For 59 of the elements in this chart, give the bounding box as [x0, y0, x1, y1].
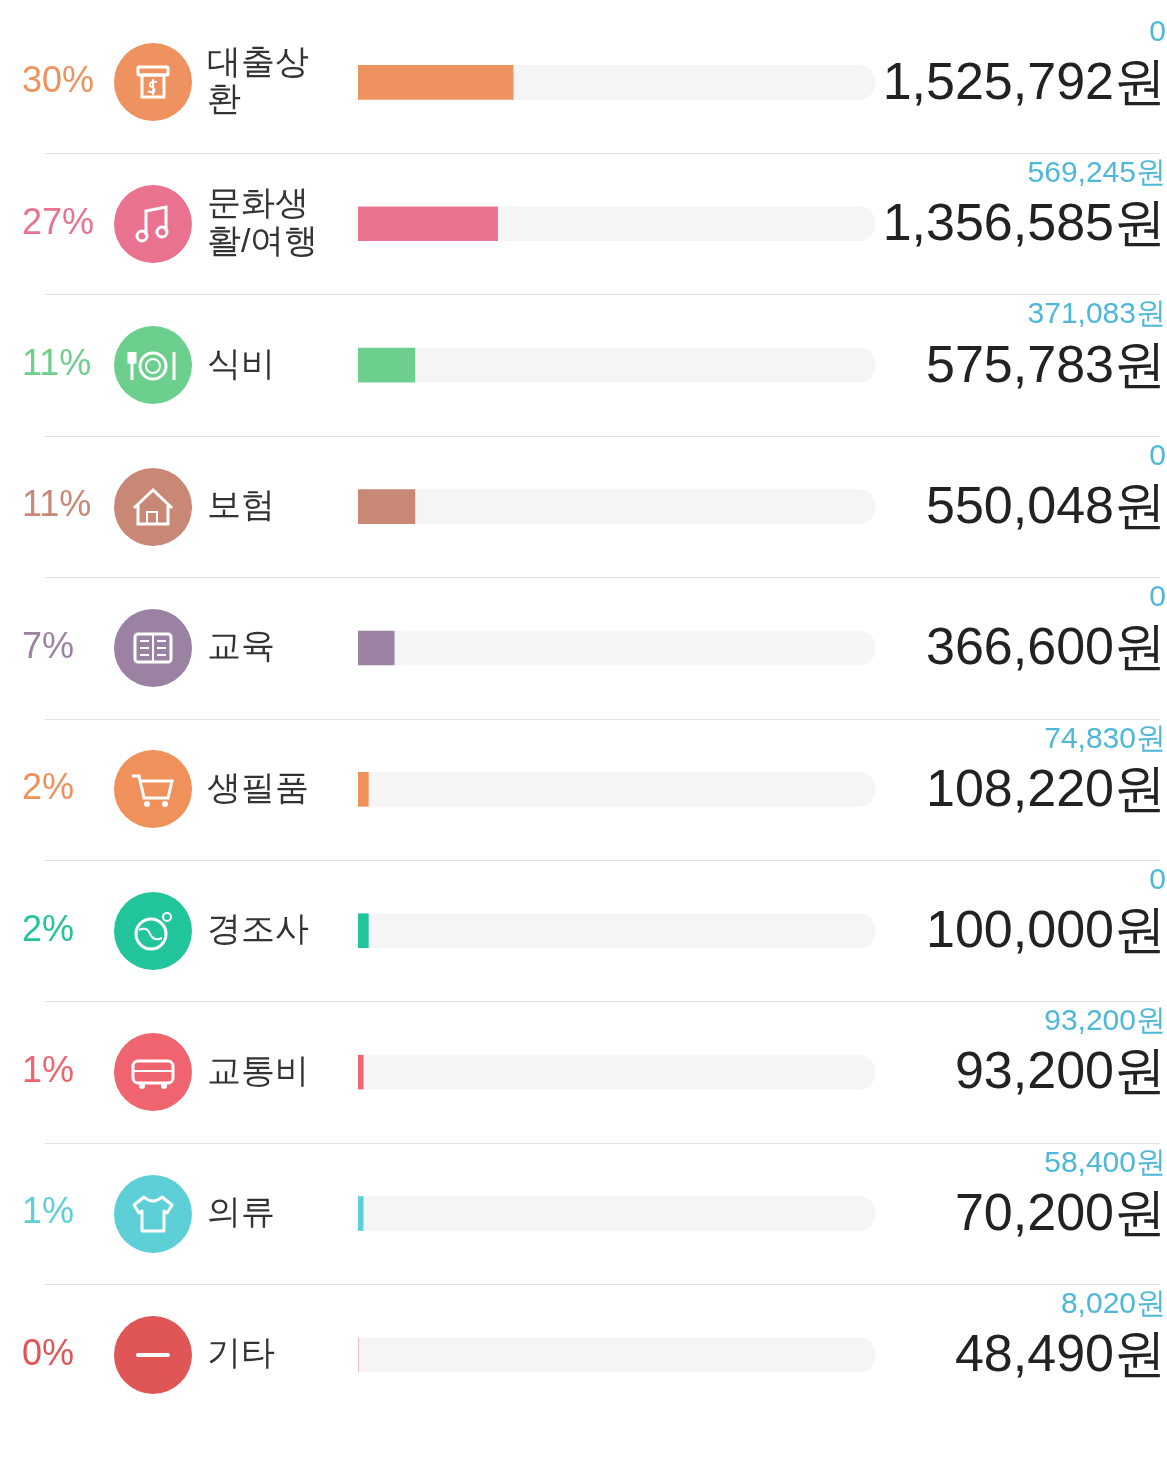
text: 550,048원 [926, 475, 1166, 534]
bar [358, 206, 498, 242]
text: 27% [22, 200, 95, 242]
text: 569,245원 [1027, 155, 1166, 189]
bar [393, 630, 875, 666]
text: 11% [22, 342, 92, 384]
y-tick-label: 경조사 [207, 909, 309, 948]
text: 0 [1149, 579, 1166, 613]
y-tick-label: 의류 [207, 1191, 275, 1230]
y-tick-label: 생필품 [207, 767, 309, 806]
text: 108,220원 [926, 758, 1166, 817]
text: 0 [1149, 13, 1166, 47]
text: 93,200원 [954, 1041, 1166, 1100]
bar [358, 913, 369, 949]
y-tick-label: 식비 [207, 343, 275, 382]
text: 366,600원 [926, 617, 1166, 676]
text: 1,525,792원 [882, 51, 1166, 110]
bar [358, 1196, 364, 1231]
bar [414, 489, 875, 524]
text: 0% [22, 1331, 75, 1373]
bar [512, 65, 875, 100]
text: 74,830원 [1044, 720, 1166, 754]
text: 1% [22, 1049, 75, 1091]
y-tick-label: 문화생활/여행 [207, 183, 319, 259]
y-tick-label: 교육 [207, 626, 275, 665]
text: 0 [1149, 437, 1166, 471]
bar [358, 347, 416, 383]
text: 1% [22, 1190, 75, 1232]
y-tick-label: 교통비 [207, 1050, 309, 1089]
text: 48,490원 [954, 1324, 1166, 1383]
bar [358, 772, 369, 807]
text: 70,200원 [954, 1182, 1166, 1241]
text: 371,083원 [1027, 296, 1166, 330]
bar [414, 347, 875, 383]
bar [362, 1196, 875, 1231]
bar [368, 772, 875, 807]
text: 2% [22, 766, 75, 808]
bar [368, 913, 875, 949]
y-tick-label: 대출상환 [207, 42, 309, 118]
y-tick-label: 기타 [207, 1333, 275, 1372]
text: 2% [22, 907, 75, 949]
bar [358, 1337, 875, 1373]
text: 575,783원 [926, 334, 1166, 393]
text: 8,020원 [1060, 1286, 1166, 1320]
text: 0 [1149, 862, 1166, 895]
text: 11% [22, 483, 92, 525]
text: 1,356,585원 [882, 193, 1166, 252]
bar [362, 1054, 875, 1090]
text: 58,400원 [1044, 1144, 1166, 1178]
bar [497, 206, 875, 242]
bar [358, 630, 395, 666]
bar [358, 65, 514, 100]
y-tick-label: 보험 [207, 484, 275, 523]
text: 93,200원 [1044, 1003, 1166, 1037]
text: 30% [22, 59, 95, 101]
text: 100,000원 [926, 900, 1166, 959]
bar [358, 1054, 364, 1090]
bar [358, 489, 416, 524]
text: 7% [22, 624, 75, 666]
